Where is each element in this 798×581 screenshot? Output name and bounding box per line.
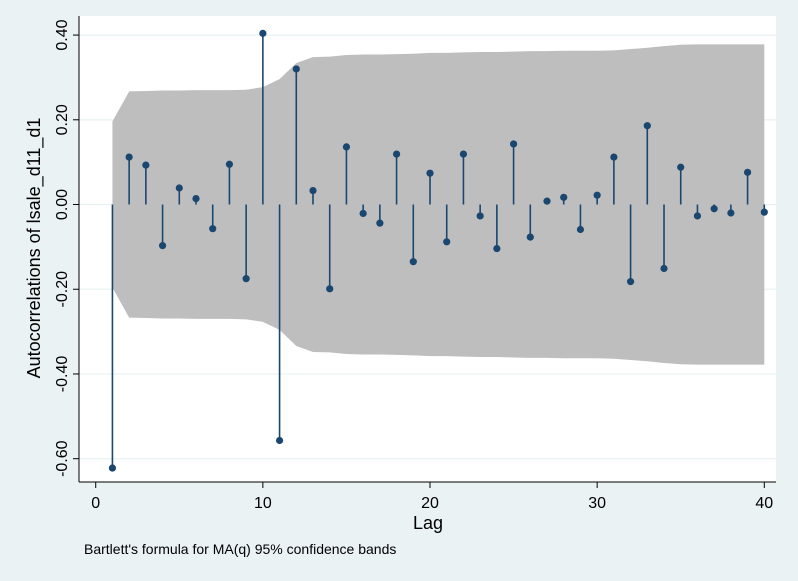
y-tick-label-0: -0.60 [54, 440, 71, 477]
point-lag-18 [392, 150, 401, 158]
point-lag-39 [743, 168, 752, 176]
point-lag-4 [158, 242, 167, 250]
point-lag-20 [426, 169, 434, 177]
x-axis-title: Lag [413, 513, 443, 533]
stems [111, 33, 766, 469]
point-lag-19 [409, 258, 417, 266]
x-tick-label-1: 10 [254, 495, 272, 512]
point-lag-5 [175, 184, 183, 192]
point-lag-34 [660, 264, 668, 273]
axes [78, 16, 776, 483]
point-lag-22 [459, 150, 468, 158]
y-tick-label-2: -0.20 [54, 271, 71, 308]
point-lag-31 [610, 153, 618, 161]
point-lag-29 [576, 225, 585, 234]
point-lag-32 [626, 278, 635, 286]
point-lag-13 [309, 186, 317, 195]
point-lag-26 [526, 233, 534, 241]
point-lag-35 [677, 163, 685, 171]
point-lag-11 [275, 436, 284, 445]
point-lag-1 [108, 464, 117, 472]
point-lag-38 [727, 209, 735, 217]
point-lag-8 [225, 160, 234, 168]
y-axis-title: Autocorrelations of lsale_d11_d1 [24, 118, 45, 379]
point-lag-17 [376, 219, 384, 227]
point-lag-37 [710, 205, 718, 213]
y-tick-label-5: 0.40 [54, 19, 71, 50]
chart-note: Bartlett's formula for MA(q) 95% confide… [84, 541, 396, 557]
y-tick-label-1: -0.40 [54, 356, 71, 393]
point-lag-23 [476, 212, 484, 220]
point-lag-28 [560, 193, 568, 201]
point-lag-24 [493, 244, 501, 253]
point-lag-33 [643, 122, 651, 130]
point-lag-16 [359, 209, 367, 218]
x-tick-label-0: 0 [91, 495, 100, 512]
y-tick-label-4: 0.20 [54, 104, 71, 135]
confidence-band [112, 44, 765, 365]
points [108, 29, 768, 472]
point-lag-14 [326, 285, 334, 293]
y-tick-label-3: 0.00 [54, 189, 71, 220]
point-lag-10 [259, 29, 267, 37]
point-lag-2 [125, 153, 133, 161]
point-lag-6 [192, 194, 200, 203]
point-lag-36 [693, 212, 702, 220]
point-lag-25 [509, 140, 518, 148]
x-tick-label-4: 40 [755, 495, 773, 512]
point-lag-40 [760, 208, 768, 216]
point-lag-15 [342, 143, 351, 151]
point-lag-30 [593, 191, 601, 199]
x-tick-label-3: 30 [588, 495, 606, 512]
point-lag-9 [242, 275, 250, 283]
y-axis-ticks: -0.60 -0.40 -0.20 0.00 0.20 0.40 [54, 19, 79, 477]
point-lag-27 [543, 197, 551, 205]
point-lag-3 [142, 161, 150, 169]
point-lag-7 [209, 225, 217, 233]
point-lag-21 [443, 238, 451, 246]
x-tick-label-2: 20 [421, 495, 439, 512]
point-lag-12 [292, 65, 300, 73]
x-axis-ticks: 0 10 20 30 40 [91, 482, 773, 512]
